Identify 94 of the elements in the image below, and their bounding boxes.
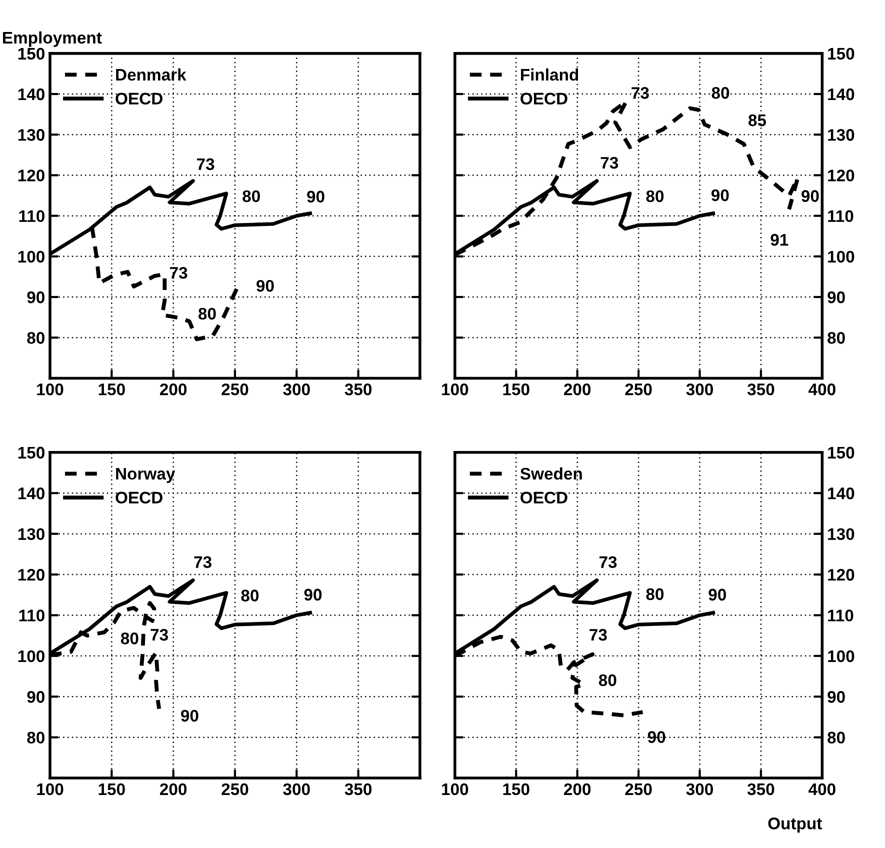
x-tick-label: 150 — [503, 384, 530, 396]
y-tick-label: 80 — [27, 732, 44, 744]
legend-label: Finland — [521, 68, 578, 81]
x-tick-label: 250 — [625, 384, 652, 396]
x-tick-label: 250 — [222, 783, 248, 796]
y-tick-label: 100 — [18, 650, 44, 662]
annotation: 80 — [598, 674, 616, 686]
y-tick-label: 110 — [19, 610, 44, 622]
y-tick-label: 140 — [828, 88, 854, 100]
x-tick-label: 200 — [160, 384, 187, 396]
y-tick-label: 130 — [18, 129, 44, 141]
x-tick-label: 300 — [283, 783, 310, 796]
annotation: 73 — [599, 556, 617, 568]
x-tick-label: 150 — [98, 783, 125, 796]
legend-label: OECD — [116, 92, 162, 105]
x-tick-label: 200 — [160, 783, 187, 796]
legend-label: OECD — [116, 492, 162, 504]
y-tick-label: 120 — [18, 568, 44, 581]
x-tick-label: 250 — [625, 783, 652, 796]
x-tick-label: 100 — [37, 384, 64, 396]
annotation: 73 — [170, 266, 188, 279]
annotation: 73 — [196, 158, 214, 170]
y-axis-title: Employment — [3, 31, 102, 47]
y-tick-label: 90 — [27, 291, 44, 304]
annotation: 90 — [648, 731, 666, 743]
x-tick-label: 300 — [686, 384, 713, 396]
annotation: 90 — [801, 190, 819, 202]
y-tick-label: 150 — [828, 446, 854, 459]
legend-label: Sweden — [520, 467, 582, 480]
annotation: 73 — [194, 556, 212, 568]
y-tick-label: 150 — [828, 48, 854, 60]
legend-label: OECD — [520, 492, 568, 504]
y-tick-label: 120 — [828, 170, 854, 182]
x-tick-label: 100 — [442, 384, 468, 396]
y-tick-label: 110 — [19, 210, 44, 222]
x-tick-label: 200 — [564, 384, 591, 396]
y-tick-label: 150 — [18, 48, 44, 60]
x-axis-title: Output — [768, 818, 822, 833]
legend-label: Norway — [116, 468, 176, 483]
y-tick-label: 90 — [828, 291, 845, 304]
annotation: 80 — [712, 87, 730, 99]
annotation: 90 — [304, 588, 322, 601]
y-tick-label: 150 — [18, 446, 44, 459]
annotation: 73 — [590, 628, 607, 641]
annotation: 80 — [241, 590, 259, 602]
y-tick-label: 80 — [828, 732, 845, 744]
annotation: 80 — [242, 190, 260, 202]
annotation: 90 — [711, 189, 729, 202]
y-tick-label: 130 — [828, 129, 854, 141]
y-tick-label: 100 — [828, 650, 854, 662]
y-tick-label: 130 — [828, 528, 854, 540]
annotation: 80 — [646, 190, 664, 202]
y-tick-label: 90 — [828, 691, 845, 703]
x-tick-label: 300 — [686, 783, 713, 796]
legend-label: OECD — [520, 92, 568, 105]
y-tick-label: 100 — [828, 250, 854, 263]
x-tick-label: 100 — [442, 783, 468, 796]
y-tick-label: 120 — [828, 568, 854, 581]
legend-label: Denmark — [116, 68, 186, 81]
x-tick-label: 100 — [37, 783, 64, 796]
y-tick-label: 90 — [27, 691, 44, 703]
x-tick-label: 150 — [503, 783, 530, 796]
y-tick-label: 140 — [18, 488, 44, 500]
y-tick-label: 110 — [828, 610, 854, 622]
x-tick-label: 150 — [98, 384, 125, 396]
annotation: 85 — [748, 114, 766, 126]
annotation: 90 — [708, 588, 726, 601]
x-tick-label: 400 — [808, 384, 836, 396]
annotation: 90 — [307, 190, 324, 203]
annotation: 91 — [770, 234, 788, 246]
y-tick-label: 140 — [828, 488, 854, 500]
y-tick-label: 100 — [18, 250, 44, 263]
x-tick-label: 400 — [808, 783, 836, 796]
x-tick-label: 350 — [344, 783, 372, 796]
x-tick-label: 350 — [747, 384, 774, 396]
x-tick-label: 250 — [222, 384, 248, 396]
y-tick-label: 140 — [18, 88, 44, 100]
y-tick-label: 80 — [27, 332, 44, 344]
y-tick-label: 110 — [828, 210, 854, 222]
annotation: 80 — [120, 632, 138, 644]
x-tick-label: 350 — [344, 384, 372, 396]
x-tick-label: 200 — [564, 783, 591, 796]
y-tick-label: 120 — [18, 170, 44, 182]
annotation: 80 — [646, 588, 664, 600]
y-tick-label: 130 — [18, 528, 44, 540]
y-tick-label: 80 — [828, 332, 845, 344]
annotation: 80 — [198, 308, 216, 320]
annotation: 90 — [256, 280, 274, 292]
annotation: 73 — [600, 156, 618, 169]
x-tick-label: 300 — [283, 384, 310, 396]
annotation: 73 — [632, 87, 649, 99]
annotation: 73 — [150, 628, 168, 641]
annotation: 90 — [180, 710, 198, 722]
x-tick-label: 350 — [747, 783, 774, 796]
